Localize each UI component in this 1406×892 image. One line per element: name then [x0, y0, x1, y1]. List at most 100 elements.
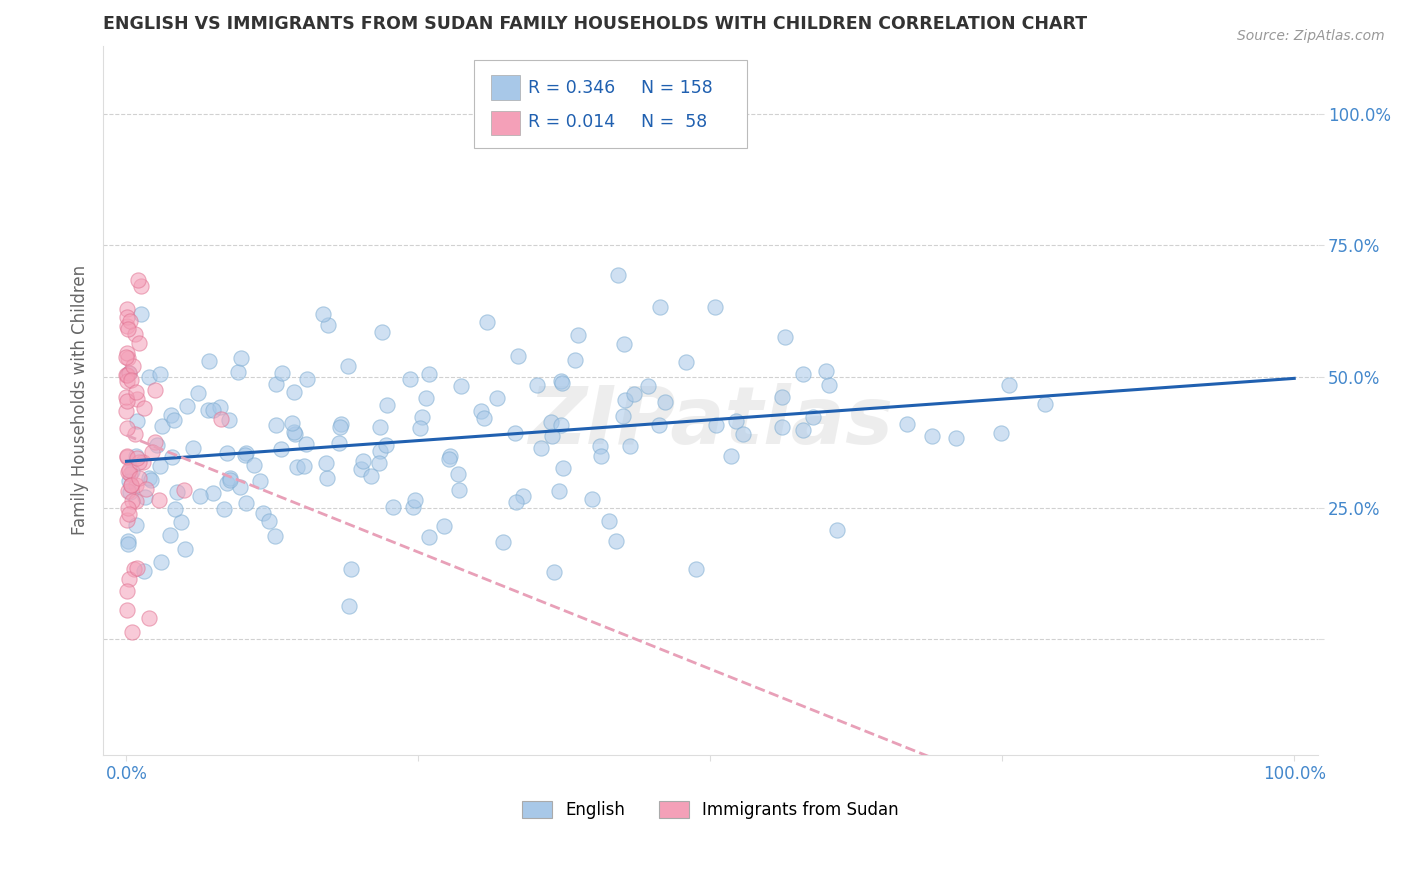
- Point: [606, 268, 628, 283]
- Point: [623, 387, 645, 401]
- Point: [115, 421, 138, 435]
- Point: [125, 494, 148, 508]
- Point: [543, 566, 565, 580]
- Point: [551, 460, 574, 475]
- Point: [148, 493, 170, 508]
- Point: [792, 424, 814, 438]
- Point: [337, 599, 360, 613]
- Point: [138, 370, 160, 384]
- Point: [404, 492, 426, 507]
- Point: [120, 478, 142, 492]
- Point: [613, 337, 636, 351]
- Point: [134, 564, 156, 578]
- Point: [368, 443, 391, 458]
- Point: [124, 327, 146, 342]
- Point: [117, 465, 139, 479]
- Point: [125, 384, 148, 399]
- Point: [131, 455, 153, 469]
- Point: [249, 474, 271, 488]
- Point: [115, 390, 138, 404]
- Point: [226, 365, 249, 379]
- Point: [803, 410, 825, 425]
- Point: [614, 393, 637, 408]
- Point: [281, 416, 304, 430]
- Point: [477, 315, 499, 329]
- Point: [368, 456, 391, 470]
- Point: [121, 464, 143, 478]
- Text: R = 0.346: R = 0.346: [529, 78, 616, 96]
- Point: [115, 368, 138, 382]
- Point: [173, 483, 195, 498]
- Point: [398, 372, 420, 386]
- Point: [146, 438, 169, 452]
- Point: [598, 514, 620, 528]
- Point: [1033, 397, 1056, 411]
- Point: [120, 477, 142, 491]
- Point: [896, 417, 918, 432]
- Point: [115, 584, 138, 599]
- Point: [122, 359, 145, 374]
- Point: [770, 420, 793, 434]
- Point: [818, 378, 841, 392]
- Text: R = 0.014: R = 0.014: [529, 113, 616, 131]
- Point: [127, 392, 149, 407]
- Point: [124, 478, 146, 492]
- Point: [284, 427, 307, 442]
- Point: [418, 367, 440, 381]
- Point: [117, 534, 139, 549]
- Text: Source: ZipAtlas.com: Source: ZipAtlas.com: [1237, 29, 1385, 43]
- Point: [118, 467, 141, 482]
- Point: [159, 408, 181, 422]
- Text: N = 158: N = 158: [641, 78, 713, 96]
- Point: [647, 417, 669, 432]
- Point: [121, 494, 143, 508]
- Point: [637, 379, 659, 393]
- Point: [173, 542, 195, 557]
- Point: [540, 415, 562, 429]
- Point: [233, 448, 256, 462]
- Point: [990, 426, 1012, 441]
- Point: [176, 400, 198, 414]
- Point: [650, 300, 672, 314]
- Point: [117, 351, 139, 366]
- Point: [581, 491, 603, 506]
- Point: [283, 425, 305, 439]
- Point: [150, 418, 173, 433]
- Point: [508, 349, 530, 363]
- Point: [118, 572, 141, 586]
- Point: [792, 367, 814, 381]
- Point: [149, 458, 172, 473]
- Y-axis label: Family Households with Children: Family Households with Children: [72, 265, 89, 535]
- Point: [252, 506, 274, 520]
- Point: [612, 409, 634, 424]
- Point: [141, 445, 163, 459]
- Point: [118, 485, 141, 500]
- FancyBboxPatch shape: [474, 60, 747, 148]
- FancyBboxPatch shape: [491, 76, 520, 100]
- Point: [118, 314, 141, 328]
- Text: ZIPatlas: ZIPatlas: [527, 383, 893, 460]
- Point: [731, 426, 754, 441]
- Point: [198, 353, 221, 368]
- Point: [170, 515, 193, 529]
- Point: [138, 611, 160, 625]
- Point: [486, 391, 509, 405]
- Point: [492, 535, 515, 549]
- Point: [825, 523, 848, 537]
- Point: [409, 420, 432, 434]
- Point: [129, 307, 152, 321]
- Point: [127, 414, 149, 428]
- Point: [530, 442, 553, 456]
- Point: [128, 335, 150, 350]
- Point: [264, 529, 287, 543]
- Point: [432, 519, 454, 533]
- Point: [315, 456, 337, 470]
- Point: [550, 417, 572, 432]
- Point: [214, 502, 236, 516]
- Point: [329, 420, 352, 434]
- Point: [588, 439, 610, 453]
- Point: [704, 417, 727, 432]
- Point: [127, 451, 149, 466]
- Point: [149, 555, 172, 569]
- Point: [115, 450, 138, 464]
